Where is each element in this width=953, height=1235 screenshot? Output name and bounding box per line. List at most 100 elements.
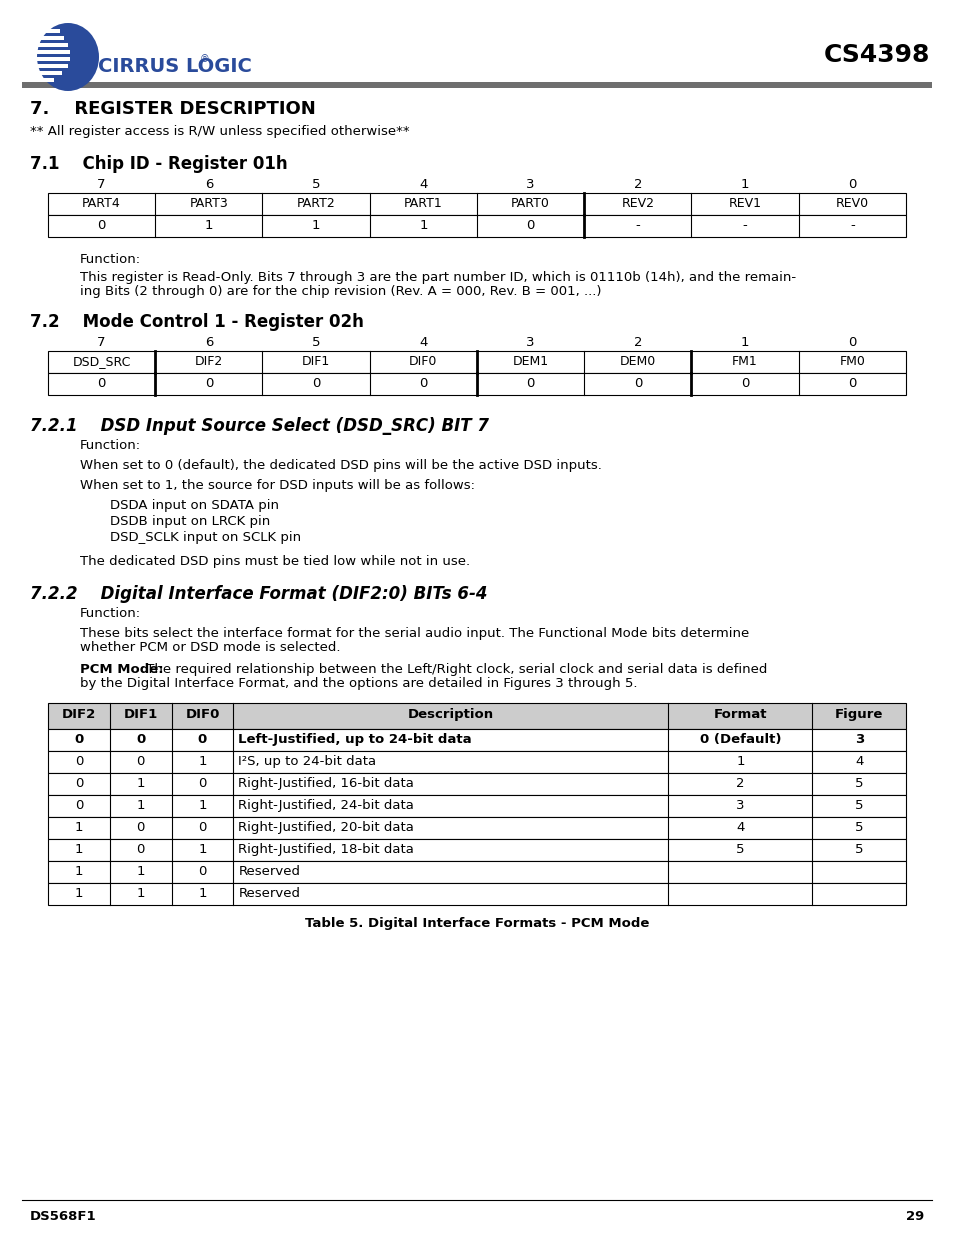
Text: I²S, up to 24-bit data: I²S, up to 24-bit data: [238, 755, 376, 768]
Bar: [30, 57, 70, 61]
Bar: [48, 703, 905, 729]
Text: 7.    REGISTER DESCRIPTION: 7. REGISTER DESCRIPTION: [30, 100, 315, 119]
Text: 3: 3: [736, 799, 744, 811]
Text: 0: 0: [74, 755, 83, 768]
Text: FM0: FM0: [839, 354, 864, 368]
Text: 0: 0: [198, 864, 207, 878]
Text: Figure: Figure: [834, 708, 882, 721]
Text: Function:: Function:: [80, 253, 141, 266]
Bar: [48, 729, 905, 751]
Text: Right-Justified, 20-bit data: Right-Justified, 20-bit data: [238, 821, 414, 834]
Ellipse shape: [37, 23, 99, 91]
Text: 4: 4: [418, 336, 427, 350]
Bar: [32, 28, 60, 33]
Text: 2: 2: [633, 336, 641, 350]
Text: 5: 5: [312, 178, 320, 191]
Text: 3: 3: [854, 734, 863, 746]
Text: DIF2: DIF2: [194, 354, 223, 368]
Bar: [48, 795, 905, 818]
Bar: [48, 773, 905, 795]
Text: 1: 1: [740, 178, 749, 191]
Text: 0: 0: [136, 821, 145, 834]
Text: DS568F1: DS568F1: [30, 1210, 96, 1223]
Bar: [48, 193, 905, 215]
Text: 7: 7: [97, 336, 106, 350]
Text: DEM0: DEM0: [619, 354, 656, 368]
Text: 0: 0: [74, 799, 83, 811]
Text: DIF0: DIF0: [185, 708, 219, 721]
Text: 3: 3: [526, 336, 535, 350]
Text: 0: 0: [74, 777, 83, 790]
Text: 5: 5: [854, 844, 862, 856]
Text: 1: 1: [74, 887, 83, 900]
Text: whether PCM or DSD mode is selected.: whether PCM or DSD mode is selected.: [80, 641, 340, 655]
Text: -: -: [849, 219, 854, 232]
Text: PART3: PART3: [190, 198, 228, 210]
Text: 4: 4: [736, 821, 743, 834]
Text: DIF0: DIF0: [409, 354, 437, 368]
Text: REV0: REV0: [835, 198, 868, 210]
Text: The required relationship between the Left/Right clock, serial clock and serial : The required relationship between the Le…: [142, 663, 766, 676]
Text: 7.1    Chip ID - Register 01h: 7.1 Chip ID - Register 01h: [30, 156, 287, 173]
Text: 5: 5: [736, 844, 744, 856]
Text: The dedicated DSD pins must be tied low while not in use.: The dedicated DSD pins must be tied low …: [80, 555, 470, 568]
Text: 1: 1: [136, 887, 145, 900]
Bar: [48, 373, 905, 395]
Text: Table 5. Digital Interface Formats - PCM Mode: Table 5. Digital Interface Formats - PCM…: [305, 918, 648, 930]
Bar: [48, 839, 905, 861]
Text: 1: 1: [136, 864, 145, 878]
Text: 1: 1: [740, 336, 749, 350]
Text: 7.2    Mode Control 1 - Register 02h: 7.2 Mode Control 1 - Register 02h: [30, 312, 363, 331]
Text: 0: 0: [205, 377, 213, 390]
Bar: [30, 43, 68, 47]
Text: 0: 0: [136, 734, 145, 746]
Bar: [32, 70, 62, 75]
Text: REV2: REV2: [620, 198, 654, 210]
Text: Reserved: Reserved: [238, 887, 300, 900]
Text: Right-Justified, 16-bit data: Right-Justified, 16-bit data: [238, 777, 414, 790]
Text: 1: 1: [418, 219, 427, 232]
Text: 1: 1: [136, 799, 145, 811]
Text: 7.2.1    DSD Input Source Select (DSD_SRC) BIT 7: 7.2.1 DSD Input Source Select (DSD_SRC) …: [30, 417, 489, 435]
Bar: [48, 883, 905, 905]
Text: ing Bits (2 through 0) are for the chip revision (Rev. A = 000, Rev. B = 001, ..: ing Bits (2 through 0) are for the chip …: [80, 285, 601, 298]
Text: -: -: [635, 219, 639, 232]
Text: Function:: Function:: [80, 606, 141, 620]
Bar: [48, 751, 905, 773]
Text: 0: 0: [198, 821, 207, 834]
Text: 0 (Default): 0 (Default): [699, 734, 781, 746]
Bar: [30, 49, 70, 54]
Text: PART1: PART1: [403, 198, 442, 210]
Text: Description: Description: [407, 708, 494, 721]
Text: by the Digital Interface Format, and the options are detailed in Figures 3 throu: by the Digital Interface Format, and the…: [80, 677, 637, 690]
Text: ®: ®: [200, 54, 210, 64]
Bar: [48, 818, 905, 839]
Text: 4: 4: [854, 755, 862, 768]
Text: DSDA input on SDATA pin: DSDA input on SDATA pin: [110, 499, 278, 513]
Text: 6: 6: [205, 178, 213, 191]
Text: 1: 1: [74, 864, 83, 878]
Text: PCM Mode:: PCM Mode:: [80, 663, 164, 676]
Text: Left-Justified, up to 24-bit data: Left-Justified, up to 24-bit data: [238, 734, 472, 746]
Text: CIRRUS LOGIC: CIRRUS LOGIC: [98, 58, 252, 77]
Text: 1: 1: [74, 844, 83, 856]
Text: Format: Format: [713, 708, 766, 721]
Bar: [30, 36, 64, 40]
Text: When set to 1, the source for DSD inputs will be as follows:: When set to 1, the source for DSD inputs…: [80, 479, 475, 492]
Text: 7: 7: [97, 178, 106, 191]
Text: 0: 0: [633, 377, 641, 390]
Text: 0: 0: [847, 377, 856, 390]
Text: 5: 5: [312, 336, 320, 350]
Text: 0: 0: [847, 178, 856, 191]
Text: 1: 1: [736, 755, 744, 768]
Text: 0: 0: [418, 377, 427, 390]
Text: 1: 1: [136, 777, 145, 790]
Text: 29: 29: [904, 1210, 923, 1223]
Text: PART0: PART0: [511, 198, 550, 210]
Text: DSDB input on LRCK pin: DSDB input on LRCK pin: [110, 515, 270, 529]
Text: REV1: REV1: [728, 198, 760, 210]
Bar: [48, 215, 905, 237]
Text: Right-Justified, 18-bit data: Right-Justified, 18-bit data: [238, 844, 414, 856]
Bar: [30, 64, 68, 68]
Text: 7.2.2    Digital Interface Format (DIF2:0) BITs 6-4: 7.2.2 Digital Interface Format (DIF2:0) …: [30, 585, 487, 603]
